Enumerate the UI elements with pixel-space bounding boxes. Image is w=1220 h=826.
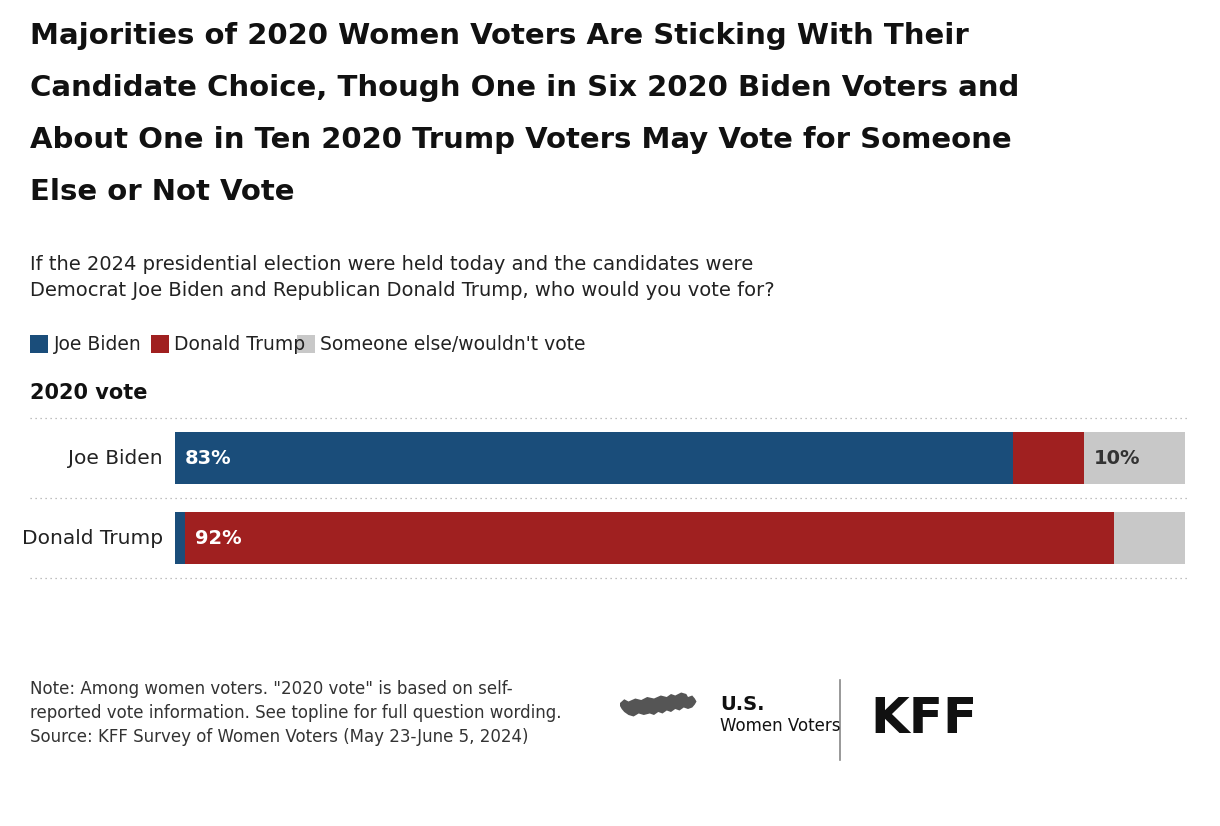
Text: 10%: 10% — [1094, 449, 1141, 468]
Text: Source: KFF Survey of Women Voters (May 23-June 5, 2024): Source: KFF Survey of Women Voters (May … — [30, 728, 528, 746]
Text: Majorities of 2020 Women Voters Are Sticking With Their: Majorities of 2020 Women Voters Are Stic… — [30, 22, 969, 50]
Text: 92%: 92% — [195, 529, 242, 548]
Bar — [30, 335, 48, 353]
Text: Women Voters: Women Voters — [720, 717, 841, 735]
Text: Candidate Choice, Though One in Six 2020 Biden Voters and: Candidate Choice, Though One in Six 2020… — [30, 74, 1020, 102]
Text: Donald Trump: Donald Trump — [22, 529, 163, 548]
Bar — [1114, 512, 1185, 564]
Text: KFF: KFF — [870, 695, 977, 743]
Bar — [174, 512, 185, 564]
Text: About One in Ten 2020 Trump Voters May Vote for Someone: About One in Ten 2020 Trump Voters May V… — [30, 126, 1011, 154]
Text: Someone else/wouldn't vote: Someone else/wouldn't vote — [321, 335, 586, 354]
Bar — [150, 335, 168, 353]
Text: Note: Among women voters. "2020 vote" is based on self-: Note: Among women voters. "2020 vote" is… — [30, 680, 512, 698]
Polygon shape — [620, 692, 697, 716]
Text: Democrat Joe Biden and Republican Donald Trump, who would you vote for?: Democrat Joe Biden and Republican Donald… — [30, 281, 775, 300]
Text: U.S.: U.S. — [720, 695, 765, 714]
Bar — [296, 335, 315, 353]
Text: Joe Biden: Joe Biden — [68, 449, 163, 468]
Text: Joe Biden: Joe Biden — [54, 335, 142, 354]
Bar — [1085, 432, 1185, 484]
Text: Else or Not Vote: Else or Not Vote — [30, 178, 294, 206]
Text: reported vote information. See topline for full question wording.: reported vote information. See topline f… — [30, 704, 561, 722]
Bar — [185, 512, 1114, 564]
Bar — [1014, 432, 1085, 484]
Text: If the 2024 presidential election were held today and the candidates were: If the 2024 presidential election were h… — [30, 255, 753, 274]
Text: 2020 vote: 2020 vote — [30, 383, 148, 403]
Text: Donald Trump: Donald Trump — [174, 335, 306, 354]
Text: 83%: 83% — [185, 449, 232, 468]
Bar — [174, 432, 1014, 484]
